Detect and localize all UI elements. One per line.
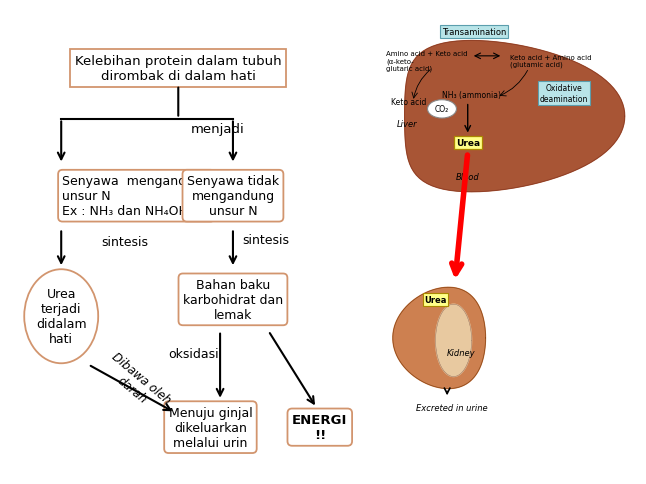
Text: ENERGI
!!: ENERGI !! bbox=[292, 413, 348, 441]
Text: NH₃ (ammonia): NH₃ (ammonia) bbox=[442, 91, 501, 100]
Ellipse shape bbox=[428, 101, 457, 119]
Text: sintesis: sintesis bbox=[101, 236, 148, 248]
Text: Dibawa oleh
darah: Dibawa oleh darah bbox=[99, 350, 173, 418]
Text: Urea
terjadi
didalam
hati: Urea terjadi didalam hati bbox=[36, 287, 87, 346]
Text: Oxidative
deamination: Oxidative deamination bbox=[540, 84, 589, 104]
Text: Liver: Liver bbox=[397, 120, 417, 129]
Text: Kidney: Kidney bbox=[447, 348, 475, 357]
Text: Urea: Urea bbox=[424, 295, 447, 304]
Text: Excreted in urine: Excreted in urine bbox=[416, 404, 488, 412]
Text: Urea: Urea bbox=[455, 139, 480, 148]
Text: Amino acid + Keto acid
(α-keto-
glutaric acid): Amino acid + Keto acid (α-keto- glutaric… bbox=[386, 51, 468, 72]
Text: menjadi: menjadi bbox=[191, 122, 245, 136]
Text: sintesis: sintesis bbox=[243, 233, 289, 246]
Text: oksidasi: oksidasi bbox=[169, 347, 219, 360]
Text: Blood: Blood bbox=[456, 172, 479, 182]
Text: Kelebihan protein dalam tubuh
dirombak di dalam hati: Kelebihan protein dalam tubuh dirombak d… bbox=[75, 55, 282, 83]
Text: Senyawa  mengandung
unsur N
Ex : NH₃ dan NH₄OH: Senyawa mengandung unsur N Ex : NH₃ dan … bbox=[63, 175, 211, 218]
Text: CO₂: CO₂ bbox=[435, 105, 449, 114]
Text: Bahan baku
karbohidrat dan
lemak: Bahan baku karbohidrat dan lemak bbox=[183, 278, 283, 321]
Text: Transamination: Transamination bbox=[442, 28, 506, 37]
Text: Senyawa tidak
mengandung
unsur N: Senyawa tidak mengandung unsur N bbox=[187, 175, 279, 218]
Text: Menuju ginjal
dikeluarkan
melalui urin: Menuju ginjal dikeluarkan melalui urin bbox=[169, 406, 253, 449]
Text: Keto acid + Amino acid
(glutamic acid): Keto acid + Amino acid (glutamic acid) bbox=[510, 55, 591, 68]
Ellipse shape bbox=[24, 270, 98, 363]
Polygon shape bbox=[393, 287, 486, 389]
Text: Keto acid: Keto acid bbox=[391, 98, 426, 107]
Polygon shape bbox=[404, 42, 625, 192]
Polygon shape bbox=[435, 304, 472, 377]
